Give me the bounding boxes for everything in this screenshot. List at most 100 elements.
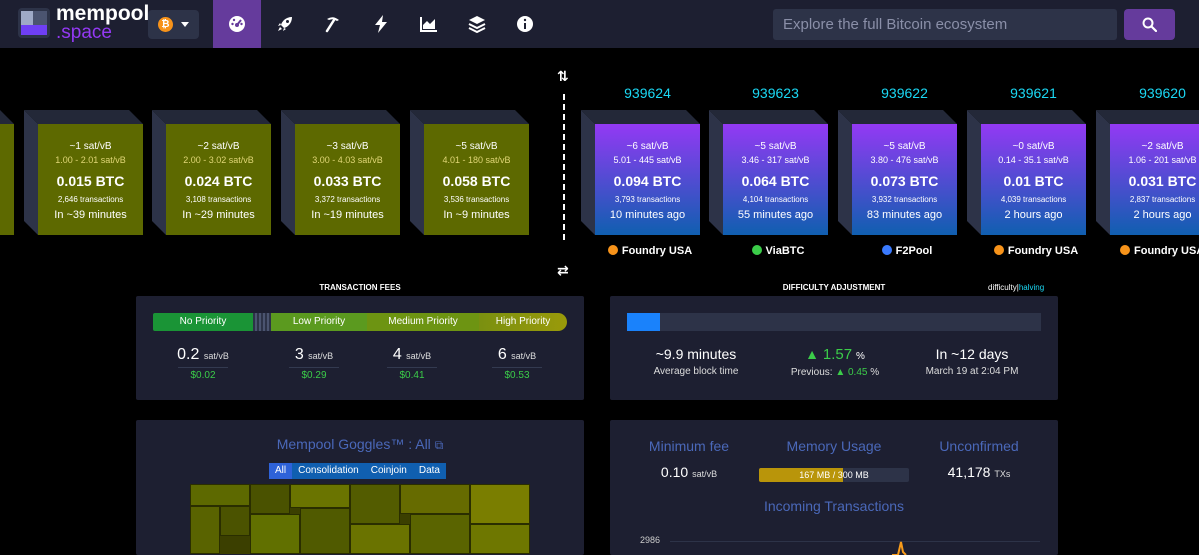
nav-about[interactable] [501, 0, 549, 48]
swap-vertical-icon[interactable]: ⇅ [557, 68, 569, 84]
tx-count: 2,837 transactions [1129, 195, 1196, 204]
pool-icon [607, 245, 618, 255]
tx-count: 3,932 transactions [871, 195, 938, 204]
high-priority-fee: 6 sat/vB $0.53 [472, 346, 562, 381]
mined-block[interactable]: ~5 sat/vB 3.80 - 476 sat/vB 0.073 BTC 3,… [838, 110, 957, 235]
halving-toggle[interactable]: halving [1018, 283, 1045, 292]
block-total: 0.01 BTC [1003, 173, 1064, 189]
median-fee: ~0 sat/vB [1012, 141, 1055, 152]
tx-count: 3,793 transactions [614, 195, 681, 204]
block-eta: In ~9 minutes [443, 209, 510, 221]
mempool-block-partial[interactable] [0, 110, 14, 235]
swap-horizontal-icon[interactable]: ⇄ [557, 262, 569, 278]
median-fee: ~2 sat/vB [197, 141, 240, 152]
block-age: 2 hours ago [1133, 209, 1192, 221]
median-fee: ~5 sat/vB [455, 141, 498, 152]
block-height[interactable]: 939624 [624, 85, 671, 101]
brand-line1: mempool [56, 2, 150, 25]
block-age: 2 hours ago [1004, 209, 1063, 221]
block-height[interactable]: 939623 [752, 85, 799, 101]
miner-pool[interactable]: Foundry USA [1105, 245, 1199, 257]
goggles-panel: Mempool Goggles™ : All ⧉ All Consolidati… [136, 420, 584, 555]
nav-graphs[interactable] [405, 0, 453, 48]
mined-block[interactable]: ~0 sat/vB 0.14 - 35.1 sat/vB 0.01 BTC 4,… [967, 110, 1086, 235]
difficulty-title: DIFFICULTY ADJUSTMENT [782, 283, 886, 292]
miner-pool[interactable]: ViaBTC [718, 245, 838, 257]
brand-name[interactable]: mempool .space [56, 2, 150, 42]
tab-data[interactable]: Data [418, 465, 440, 476]
search-button[interactable] [1124, 9, 1175, 40]
search-input[interactable] [773, 9, 1117, 40]
mempool-logo[interactable] [18, 8, 50, 38]
difficulty-change: ▲ 1.57 % Previous: ▲ 0.45 % [790, 346, 880, 378]
miner-name: Foundry USA [1007, 245, 1079, 257]
tab-consolidation[interactable]: Consolidation [298, 465, 359, 476]
high-priority-label: High Priority [479, 313, 567, 331]
fee-range: 1.06 - 201 sat/vB [1128, 155, 1197, 165]
difficulty-panel: ~9.9 minutes Average block time ▲ 1.57 %… [610, 296, 1058, 400]
no-priority-label: No Priority [153, 313, 253, 331]
median-fee: ~6 sat/vB [626, 141, 669, 152]
mempool-block[interactable]: ~5 sat/vB 4.01 - 180 sat/vB 0.058 BTC 3,… [410, 110, 529, 235]
block-age: 10 minutes ago [609, 209, 686, 221]
difficulty-progress-fill [627, 313, 661, 331]
miner-pool[interactable]: F2Pool [847, 245, 967, 257]
mined-block[interactable]: ~5 sat/vB 3.46 - 317 sat/vB 0.064 BTC 4,… [709, 110, 828, 235]
nav-lightning[interactable] [357, 0, 405, 48]
lightning-icon [375, 15, 387, 33]
avg-block-time: ~9.9 minutes Average block time [653, 346, 739, 377]
fee-range: 0.14 - 35.1 sat/vB [998, 155, 1069, 165]
unconfirmed-stat: Unconfirmed 41,178 TXs [939, 438, 1019, 480]
miner-pool[interactable]: Foundry USA [590, 245, 710, 257]
block-height[interactable]: 939621 [1010, 85, 1057, 101]
tab-all[interactable]: All [269, 463, 293, 479]
memory-usage-bar: 167 MB / 300 MB [759, 468, 909, 482]
mined-block[interactable]: ~6 sat/vB 5.01 - 445 sat/vB 0.094 BTC 3,… [581, 110, 700, 235]
goggles-filter-tabs: All Consolidation Coinjoin Data [269, 463, 446, 479]
nav-dashboard[interactable] [213, 0, 261, 48]
block-total: 0.073 BTC [870, 173, 939, 189]
nav-docs[interactable] [453, 0, 501, 48]
block-height[interactable]: 939620 [1139, 85, 1186, 101]
block-eta: In ~19 minutes [311, 209, 384, 221]
tx-count: 2,646 transactions [57, 195, 124, 204]
difficulty-halving-toggle: difficulty|halving [988, 283, 1045, 292]
median-fee: ~3 sat/vB [326, 141, 369, 152]
dashboard-icon [229, 16, 245, 32]
tx-count: 3,372 transactions [314, 195, 381, 204]
fee-range: 5.01 - 445 sat/vB [613, 155, 682, 165]
block-height[interactable]: 939622 [881, 85, 928, 101]
fee-range: 3.80 - 476 sat/vB [870, 155, 939, 165]
mempool-block[interactable]: ~3 sat/vB 3.00 - 4.03 sat/vB 0.033 BTC 3… [281, 110, 400, 235]
miner-name: ViaBTC [765, 245, 805, 257]
block-eta: In ~29 minutes [182, 209, 255, 221]
nav-mining[interactable] [309, 0, 357, 48]
fee-range: 3.00 - 4.03 sat/vB [312, 155, 383, 165]
mempool-block[interactable]: ~2 sat/vB 2.00 - 3.02 sat/vB 0.024 BTC 3… [152, 110, 271, 235]
difficulty-toggle[interactable]: difficulty [988, 283, 1017, 292]
tx-fees-title: TRANSACTION FEES [319, 283, 401, 292]
miner-pool[interactable]: Foundry USA [976, 245, 1096, 257]
nav-accelerator[interactable] [261, 0, 309, 48]
difficulty-progress-bar [627, 313, 1041, 331]
memory-usage-text: 167 MB / 300 MB [799, 470, 869, 480]
goggles-title: Mempool Goggles™ : All ⧉ [276, 436, 444, 452]
mempool-chain-divider [563, 94, 565, 240]
triangle-up-icon: ▲ [835, 367, 846, 378]
mempool-block[interactable]: ~1 sat/vB 1.00 - 2.01 sat/vB 0.015 BTC 2… [24, 110, 143, 235]
next-adjustment: In ~12 days March 19 at 2:04 PM [925, 346, 1019, 377]
incoming-chart-line[interactable] [890, 538, 910, 555]
tx-count: 3,536 transactions [443, 195, 510, 204]
block-total: 0.024 BTC [184, 173, 253, 189]
network-selector-button[interactable]: ₿ [148, 10, 199, 39]
low-priority-label: Low Priority [271, 313, 367, 331]
mined-block[interactable]: ~2 sat/vB 1.06 - 201 sat/vB 0.031 BTC 2,… [1096, 110, 1199, 235]
fee-range: 2.00 - 3.02 sat/vB [183, 155, 254, 165]
fee-priority-bar: No Priority Low Priority Medium Priority… [153, 313, 567, 331]
tx-fees-panel: No Priority Low Priority Medium Priority… [136, 296, 584, 400]
mempool-goggles-treemap[interactable] [190, 484, 530, 554]
block-age: 83 minutes ago [866, 209, 943, 221]
external-link-icon[interactable]: ⧉ [434, 438, 444, 452]
tab-coinjoin[interactable]: Coinjoin [370, 465, 407, 476]
minimum-fee-stat: Minimum fee 0.10 sat/vB [648, 438, 730, 480]
